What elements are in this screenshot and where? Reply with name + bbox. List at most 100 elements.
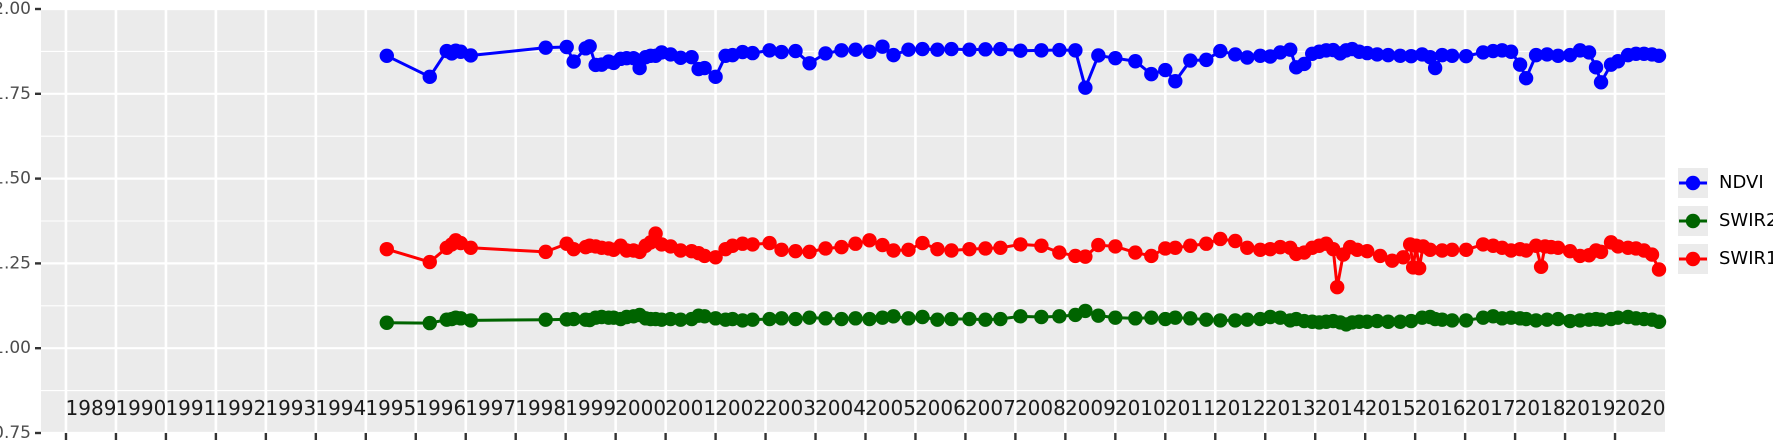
data-point (1384, 253, 1400, 268)
legend-key-point (1685, 251, 1701, 267)
data-point (1550, 240, 1566, 255)
data-point (1422, 242, 1438, 258)
x-axis-tick-label: 1997 (465, 396, 516, 420)
data-point (379, 315, 394, 330)
data-point (1240, 240, 1255, 255)
x-axis-tick-label: 2017 (1465, 396, 1516, 420)
data-point (1091, 48, 1106, 63)
data-point (1199, 52, 1214, 68)
data-point (1581, 45, 1597, 60)
data-point (1052, 42, 1067, 58)
data-point (886, 309, 901, 324)
data-point (930, 42, 945, 57)
y-axis-labels: 2.00 1.75 1.50 1.25 1.00 0.75 (0, 0, 31, 442)
chart-legend: NDVI SWIR2 SWIR1 (1678, 168, 1773, 274)
x-axis-tick-label: 1995 (365, 396, 416, 420)
data-point (1458, 313, 1474, 328)
data-point (1403, 313, 1419, 329)
data-point (1091, 308, 1106, 323)
data-point (379, 48, 394, 64)
data-point (684, 49, 699, 65)
data-point (886, 47, 901, 63)
data-point (673, 243, 688, 258)
y-axis-tick-label: 2.00 (0, 0, 31, 19)
data-point (463, 240, 478, 255)
data-point (1108, 310, 1123, 325)
data-point (1228, 313, 1243, 328)
data-point (875, 237, 890, 253)
data-point (834, 239, 849, 255)
data-point (1240, 50, 1255, 65)
data-point (875, 39, 890, 54)
data-point (978, 312, 993, 327)
data-point (1651, 262, 1667, 277)
data-point (1213, 231, 1228, 247)
data-point (915, 235, 930, 251)
data-point (1403, 48, 1419, 64)
legend-key-point (1685, 175, 1701, 191)
x-axis-tick-label: 1991 (165, 396, 216, 420)
legend-label: NDVI (1719, 172, 1764, 193)
data-point (1422, 49, 1438, 65)
grid-lines-major-y (41, 7, 1665, 435)
data-point (993, 311, 1008, 327)
data-point (708, 69, 723, 85)
legend-item-swir2[interactable]: SWIR2 (1678, 206, 1773, 236)
data-point (1533, 259, 1549, 274)
data-point (463, 48, 478, 63)
x-axis-tick-label: 2003 (765, 396, 816, 420)
data-point (1183, 53, 1198, 68)
data-point (1078, 249, 1093, 264)
data-point (930, 241, 945, 257)
data-point (962, 311, 977, 327)
data-point (1330, 279, 1345, 295)
data-point (818, 46, 833, 61)
data-point (802, 56, 817, 71)
data-point (1528, 47, 1544, 63)
data-point (1588, 60, 1604, 75)
data-point (1144, 310, 1159, 325)
x-axis-tick-label: 2004 (815, 396, 866, 420)
data-point (788, 311, 803, 327)
data-point (1444, 313, 1460, 328)
data-point (1034, 309, 1049, 325)
data-point (1199, 236, 1214, 251)
data-point (862, 311, 877, 327)
data-point (566, 54, 581, 69)
x-axis-tick-label: 2014 (1315, 396, 1366, 420)
data-point (802, 310, 817, 325)
data-point (915, 41, 930, 57)
x-axis-tick-marks (64, 433, 1617, 440)
data-point (1539, 47, 1555, 62)
data-point (788, 43, 803, 59)
legend-item-ndvi[interactable]: NDVI (1678, 168, 1764, 198)
data-point (1228, 233, 1243, 249)
x-axis-tick-label: 2002 (715, 396, 766, 420)
data-point (697, 248, 712, 264)
x-axis-tick-label: 2016 (1415, 396, 1466, 420)
data-point (886, 243, 901, 258)
data-point (1052, 309, 1067, 324)
data-point (1144, 66, 1159, 82)
data-point (538, 40, 553, 55)
data-point (1078, 80, 1093, 95)
data-point (1108, 50, 1123, 66)
data-point (962, 241, 977, 257)
data-point (1283, 42, 1298, 57)
data-point (1359, 243, 1375, 259)
x-axis-tick-label: 1999 (565, 396, 616, 420)
y-axis-tick-label: 1.00 (0, 338, 31, 358)
data-point (1411, 260, 1427, 276)
data-point (862, 44, 877, 59)
x-axis-tick-label: 2015 (1365, 396, 1416, 420)
data-point (1183, 238, 1198, 253)
data-point (1593, 75, 1609, 90)
y-axis-tick-label: 0.75 (0, 423, 31, 442)
data-point (1518, 71, 1534, 86)
data-point (944, 243, 959, 258)
data-point (1380, 47, 1396, 63)
legend-item-swir1[interactable]: SWIR1 (1678, 244, 1773, 274)
data-point (1034, 238, 1049, 253)
data-point (978, 241, 993, 256)
